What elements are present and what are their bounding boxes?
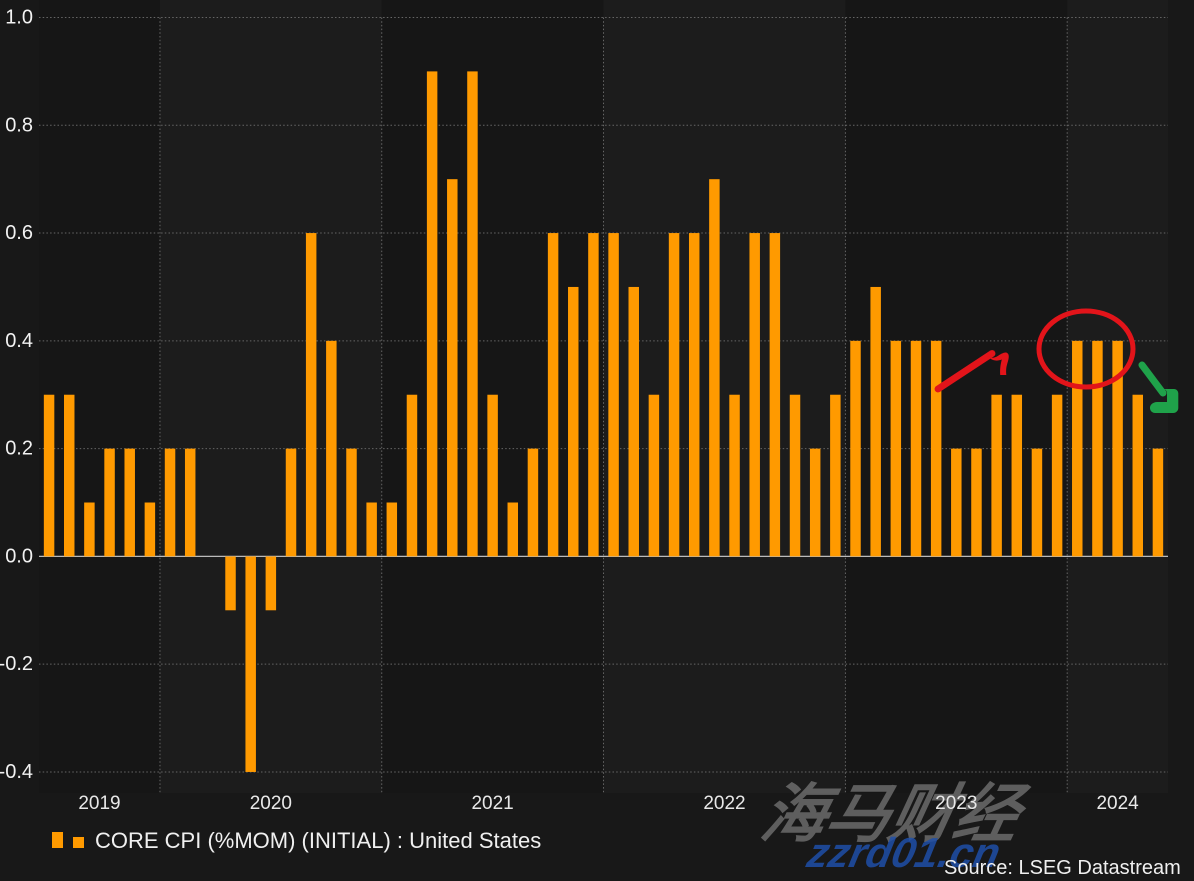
svg-text:Source: LSEG Datastream: Source: LSEG Datastream	[944, 857, 1181, 879]
svg-text:0.4: 0.4	[5, 330, 33, 352]
svg-text:2020: 2020	[250, 793, 292, 814]
svg-text:2024: 2024	[1096, 793, 1139, 814]
svg-text:0.0: 0.0	[5, 545, 33, 567]
svg-text:0.6: 0.6	[5, 222, 33, 244]
svg-text:-0.4: -0.4	[0, 761, 33, 783]
svg-text:0.8: 0.8	[5, 114, 33, 136]
svg-text:1.0: 1.0	[5, 7, 33, 29]
svg-text:2021: 2021	[471, 793, 513, 814]
svg-text:CORE CPI (%MOM) (INITIAL) : Un: CORE CPI (%MOM) (INITIAL) : United State…	[95, 828, 541, 853]
svg-text:2022: 2022	[703, 793, 745, 814]
svg-text:2023: 2023	[935, 793, 977, 814]
svg-text:2019: 2019	[78, 793, 120, 814]
svg-text:0.2: 0.2	[5, 438, 33, 460]
svg-text:-0.2: -0.2	[0, 653, 33, 675]
